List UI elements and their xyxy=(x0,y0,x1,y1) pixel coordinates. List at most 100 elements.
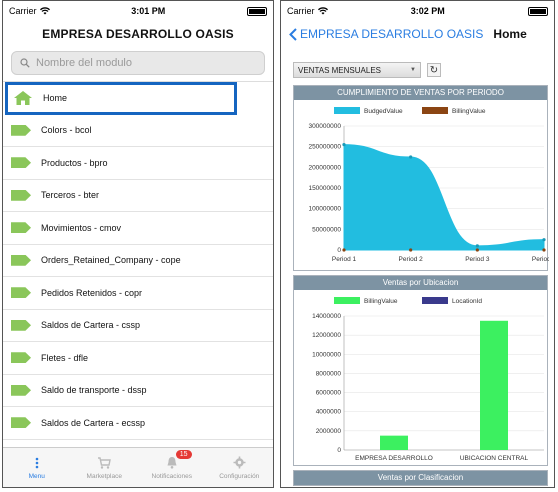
battery-icon xyxy=(528,6,548,16)
y-tick-label: 50000000 xyxy=(312,226,341,233)
tab-configuracion[interactable]: Configuración xyxy=(206,448,274,487)
y-tick-label: 100000000 xyxy=(308,206,341,213)
x-tick-label: Period 1 xyxy=(332,256,357,263)
module-item-label: Saldos de Cartera - ecssp xyxy=(41,417,146,428)
nav-bar: EMPRESA DESARROLLO OASIS Home xyxy=(281,21,554,47)
tag-icon xyxy=(11,157,31,169)
y-tick-label: 2000000 xyxy=(316,428,342,435)
module-item-label: Pedidos Retenidos - copr xyxy=(41,287,143,298)
x-tick-label: Period 3 xyxy=(465,256,490,263)
company-title: EMPRESA DESARROLLO OASIS xyxy=(42,27,234,41)
tag-icon xyxy=(11,124,31,136)
bar xyxy=(380,435,408,450)
module-item-label: Saldos de Cartera - cssp xyxy=(41,320,141,331)
data-point xyxy=(409,155,413,159)
back-button[interactable]: EMPRESA DESARROLLO OASIS xyxy=(289,27,483,41)
module-item-saldos-cartera-cssp[interactable]: Saldos de Cartera - cssp xyxy=(3,310,273,342)
module-item-label: Orders_Retained_Company - cope xyxy=(41,255,181,266)
cart-icon xyxy=(97,456,112,470)
search-bar[interactable] xyxy=(11,51,265,75)
y-tick-label: 0 xyxy=(337,447,341,454)
tag-icon xyxy=(11,352,31,364)
chart-panel-clasificacion: Ventas por Clasificacion xyxy=(293,470,548,486)
module-item-orders-retained[interactable]: Orders_Retained_Company - cope xyxy=(3,245,273,277)
module-item-label: Home xyxy=(43,92,68,103)
legend-label: BillingValue xyxy=(452,108,486,115)
module-item-movimientos[interactable]: Movimientos - cmov xyxy=(3,212,273,245)
tab-label: Configuración xyxy=(219,472,260,480)
chart-panel-periodo: CUMPLIMIENTO DE VENTAS POR PERIODO Budge… xyxy=(293,85,549,271)
module-item-home[interactable]: Home xyxy=(5,82,237,115)
data-point xyxy=(542,238,546,242)
data-point xyxy=(475,244,479,248)
module-item-label: Fletes - dfle xyxy=(41,352,89,363)
menu-screen: Carrier 3:01 PM EMPRESA DESARROLLO OASIS… xyxy=(2,0,274,488)
battery-icon xyxy=(247,6,267,16)
chevron-left-icon xyxy=(289,27,297,41)
tag-icon xyxy=(11,287,31,299)
dots-vertical-icon xyxy=(30,456,44,470)
page-title: Home xyxy=(493,27,527,41)
module-item-pedidos-retenidos[interactable]: Pedidos Retenidos - copr xyxy=(3,277,273,310)
legend-label: LocationId xyxy=(452,298,482,305)
y-tick-label: 6000000 xyxy=(316,390,342,397)
area-series-budgedvalue xyxy=(343,144,545,251)
chart-title: CUMPLIMIENTO DE VENTAS POR PERIODO xyxy=(294,86,547,100)
area-chart: BudgedValue BillingValue 300000000 25000000… xyxy=(308,107,549,263)
module-item-saldo-transporte[interactable]: Saldo de transporte - dssp xyxy=(3,375,273,407)
legend-swatch xyxy=(334,107,360,114)
module-item-label: Terceros - bter xyxy=(41,190,100,201)
data-point-billing xyxy=(475,248,479,252)
bar-chart: BillingValue LocationId 14000000 12000000 10… xyxy=(312,297,544,462)
bell-icon xyxy=(165,456,179,470)
data-point-billing xyxy=(542,248,546,252)
tab-label: Marketplace xyxy=(86,472,122,480)
x-tick-label: UBICACION CENTRAL xyxy=(460,455,529,462)
notification-badge: 15 xyxy=(175,450,192,459)
y-tick-label: 300000000 xyxy=(308,123,341,130)
data-point-billing xyxy=(409,248,413,252)
status-bar: Carrier 3:02 PM xyxy=(281,1,554,21)
wifi-icon xyxy=(39,7,50,15)
legend-label: BudgedValue xyxy=(364,108,403,115)
chart-panel-ubicacion: Ventas por Ubicacion BillingValue Locatio… xyxy=(293,275,548,466)
module-item-terceros[interactable]: Terceros - bter xyxy=(3,180,273,212)
back-label: EMPRESA DESARROLLO OASIS xyxy=(300,27,484,41)
legend-label: BillingValue xyxy=(364,298,398,305)
tab-label: Menu xyxy=(28,472,45,480)
module-item-label: Saldo de transporte - dssp xyxy=(41,385,147,396)
tag-icon xyxy=(11,222,31,234)
module-item-label: Movimientos - cmov xyxy=(41,222,122,233)
module-item-colors[interactable]: Colors - bcol xyxy=(3,115,273,147)
tag-icon xyxy=(11,319,31,331)
period-select[interactable]: VENTAS MENSUALES ▼ xyxy=(293,62,421,78)
chart-title: Ventas por Clasificacion xyxy=(294,471,547,485)
tab-menu[interactable]: Menu xyxy=(3,448,71,487)
chevron-down-icon: ▼ xyxy=(410,67,416,73)
module-item-fletes[interactable]: Fletes - dfle xyxy=(3,342,273,375)
home-icon xyxy=(14,90,32,105)
home-screen: Carrier 3:02 PM EMPRESA DESARROLLO OASIS… xyxy=(280,0,555,488)
carrier-label: Carrier xyxy=(287,6,315,16)
tag-icon xyxy=(11,189,31,201)
chart-title: Ventas por Ubicacion xyxy=(294,276,547,290)
y-tick-label: 8000000 xyxy=(316,370,342,377)
module-item-saldos-cartera-ecssp[interactable]: Saldos de Cartera - ecssp xyxy=(3,407,273,440)
tab-marketplace[interactable]: Marketplace xyxy=(71,448,139,487)
search-input[interactable] xyxy=(36,57,236,69)
wifi-icon xyxy=(317,7,328,15)
refresh-icon: ↻ xyxy=(429,64,439,76)
x-tick-label: EMPRESA DESARROLLO xyxy=(355,455,433,462)
module-item-label: Colors - bcol xyxy=(41,125,92,136)
refresh-button[interactable]: ↻ xyxy=(427,63,441,77)
search-icon xyxy=(20,58,30,68)
data-point xyxy=(342,143,346,147)
y-tick-label: 14000000 xyxy=(312,313,341,320)
module-item-productos[interactable]: Productos - bpro xyxy=(3,147,273,180)
legend-swatch xyxy=(422,107,448,114)
toolbar: VENTAS MENSUALES ▼ ↻ xyxy=(281,55,554,85)
tab-notificaciones[interactable]: 15 Notificaciones xyxy=(138,448,206,487)
tag-icon xyxy=(11,254,31,266)
module-list: Home Colors - bcol Productos - bpro Terc… xyxy=(3,81,273,440)
y-tick-label: 0 xyxy=(337,247,341,254)
